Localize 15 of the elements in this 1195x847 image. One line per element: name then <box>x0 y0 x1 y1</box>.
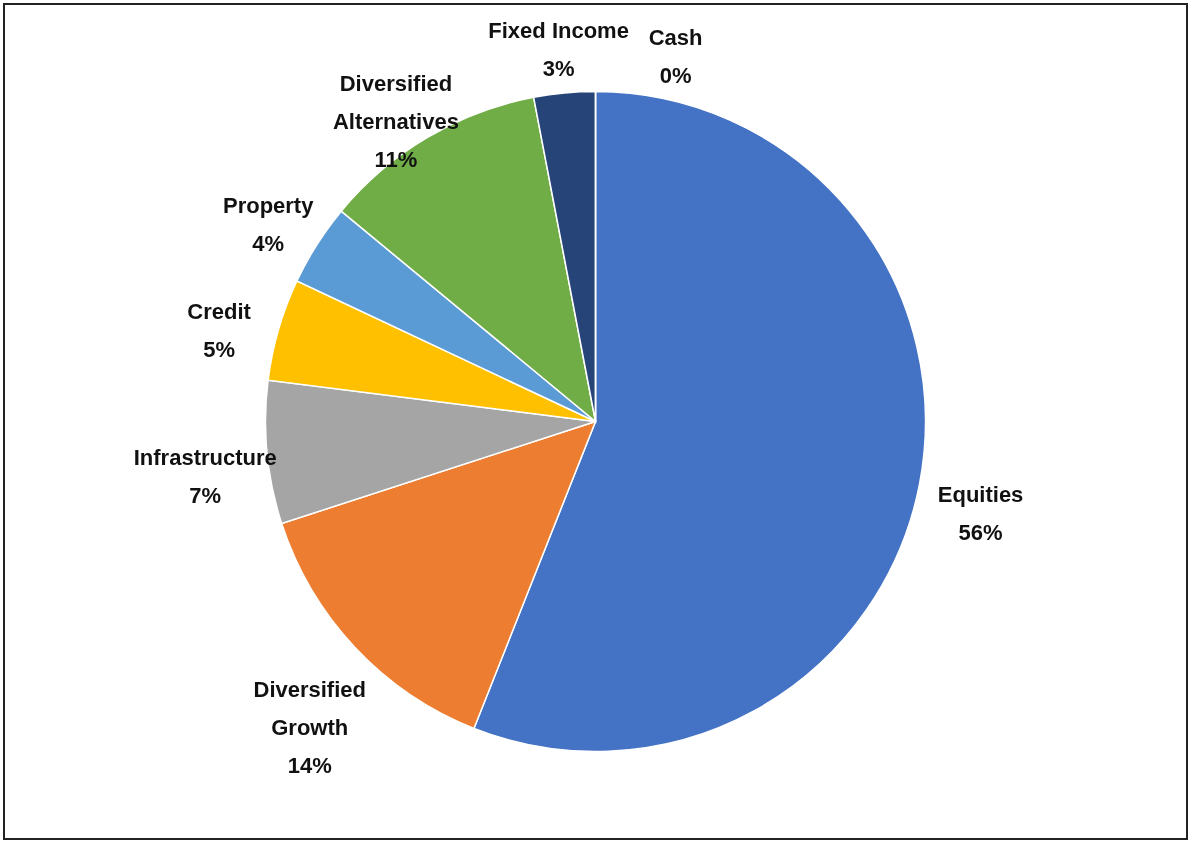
data-label: 14% <box>287 752 332 778</box>
category-label: Cash <box>648 24 703 50</box>
data-label: 3% <box>542 56 575 82</box>
slice-label: Fixed Income <box>488 18 629 44</box>
data-label: 7% <box>189 483 222 509</box>
data-label: 5% <box>203 337 235 363</box>
slice-label: Property <box>222 192 315 218</box>
slice-label: Diversified Alternatives <box>332 71 459 135</box>
slice-label: Infrastructure <box>133 445 277 471</box>
slice-label: Credit <box>187 299 252 325</box>
slice-label: Equities <box>937 481 1024 507</box>
text: 0% <box>659 62 692 88</box>
slice-label: Diversified Growth <box>253 676 366 740</box>
data-label: 56% <box>958 519 1003 545</box>
data-label: 4% <box>252 230 285 256</box>
